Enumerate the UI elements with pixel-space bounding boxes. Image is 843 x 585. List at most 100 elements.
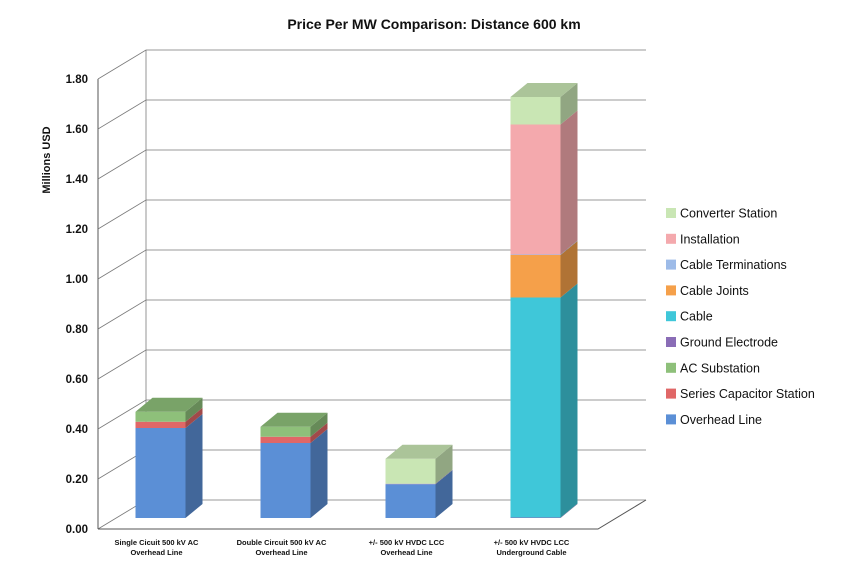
legend-swatch bbox=[666, 414, 676, 425]
bar-front-face bbox=[385, 458, 436, 484]
bar-side-face bbox=[560, 241, 578, 298]
y-tick-label: 1.80 bbox=[66, 74, 88, 86]
bar-front-face bbox=[260, 436, 311, 443]
bar-top-face bbox=[385, 444, 453, 459]
legend-label: Overhead Line bbox=[680, 413, 762, 427]
bar-segment bbox=[510, 241, 578, 298]
legend-label: Cable Terminations bbox=[680, 258, 787, 272]
y-tick-label: 0.60 bbox=[66, 374, 88, 386]
y-tick-label: 1.20 bbox=[66, 224, 88, 236]
bar-layer bbox=[135, 83, 578, 518]
y-tick-label: 1.40 bbox=[66, 174, 88, 186]
legend-label: Cable bbox=[680, 310, 713, 324]
gridline bbox=[97, 399, 646, 430]
legend-item: Converter Station bbox=[666, 207, 777, 221]
legend-label: Cable Joints bbox=[680, 284, 749, 298]
bar-segment bbox=[135, 397, 203, 422]
bar-front-face bbox=[135, 428, 186, 518]
bar-segment bbox=[135, 414, 203, 518]
legend-swatch bbox=[666, 208, 676, 218]
legend-item: Series Capacitor Station bbox=[666, 387, 815, 401]
bar-segment bbox=[510, 83, 578, 125]
bar-stack bbox=[385, 444, 453, 518]
floor-edge bbox=[98, 499, 647, 530]
bar-top-face bbox=[135, 397, 203, 412]
bar-side-face bbox=[560, 110, 578, 255]
bar-segment bbox=[135, 407, 203, 428]
x-tick-label: +/- 500 kV HVDC LCC Overhead Line bbox=[369, 538, 445, 557]
y-tick-labels: 0.00 0.20 0.40 0.60 0.80 1.00 1.20 1.40 1.60 1.80 bbox=[66, 74, 88, 536]
legend-item: Cable Joints bbox=[666, 284, 749, 298]
bar-front-face bbox=[260, 426, 311, 437]
gridline bbox=[97, 99, 646, 130]
gridline bbox=[97, 299, 646, 330]
bar-stack bbox=[135, 397, 203, 518]
legend: Converter Station Installation Cable Termi… bbox=[666, 207, 815, 427]
gridline bbox=[97, 249, 646, 280]
y-tick-label: 1.60 bbox=[66, 124, 88, 136]
y-tick-label: 0.40 bbox=[66, 424, 88, 436]
legend-label: Ground Electrode bbox=[680, 336, 778, 350]
legend-swatch bbox=[666, 388, 676, 399]
x-tick-label: +/- 500 kV HVDC LCC Underground Cable bbox=[494, 538, 570, 557]
legend-swatch bbox=[666, 337, 676, 347]
bar-stack bbox=[260, 412, 328, 518]
x-tick-label: Single Cicuit 500 kV AC Overhead Line bbox=[115, 538, 199, 557]
bar-side-face bbox=[310, 429, 328, 518]
y-tick-label: 0.20 bbox=[66, 474, 88, 486]
bar-segment bbox=[385, 444, 453, 484]
bar-front-face bbox=[510, 254, 561, 255]
bar-side-face bbox=[435, 469, 453, 485]
bar-segment bbox=[260, 422, 328, 443]
legend-item: Cable Terminations bbox=[666, 258, 787, 272]
legend-item: AC Substation bbox=[666, 361, 760, 375]
y-tick-label: 0.00 bbox=[66, 524, 88, 536]
bar-side-face bbox=[560, 83, 578, 125]
y-axis-label: Millions USD bbox=[41, 126, 53, 193]
bar-top-face bbox=[260, 412, 328, 427]
grid-layer bbox=[97, 49, 647, 530]
bar-top-face bbox=[510, 83, 578, 97]
bar-segment bbox=[260, 429, 328, 518]
bar-front-face bbox=[385, 483, 436, 485]
legend-swatch bbox=[666, 233, 676, 244]
bar-side-face bbox=[435, 444, 453, 484]
bar-stack bbox=[510, 83, 578, 518]
bar-side-face bbox=[185, 407, 203, 428]
bar-side-face bbox=[560, 503, 578, 518]
bar-front-face bbox=[135, 421, 186, 428]
gridline bbox=[97, 149, 646, 180]
legend-label: Installation bbox=[680, 232, 740, 246]
chart-title: Price Per MW Comparison: Distance 600 km bbox=[287, 16, 580, 32]
bar-segment bbox=[385, 469, 453, 485]
legend-swatch bbox=[666, 285, 676, 296]
bar-side-face bbox=[310, 422, 328, 443]
bar-front-face bbox=[510, 124, 561, 255]
legend-swatch bbox=[666, 311, 676, 322]
legend-item: Overhead Line bbox=[666, 413, 762, 427]
legend-item: Installation bbox=[666, 232, 740, 246]
bar-side-face bbox=[310, 412, 328, 437]
x-tick-labels: Single Cicuit 500 kV AC Overhead Line Doub… bbox=[115, 538, 570, 557]
bar-front-face bbox=[510, 255, 561, 298]
bar-segment bbox=[510, 240, 578, 255]
bar-front-face bbox=[510, 97, 561, 125]
gridline bbox=[97, 49, 646, 80]
bar-front-face bbox=[385, 484, 436, 518]
bar-segment bbox=[260, 412, 328, 437]
bar-front-face bbox=[260, 443, 311, 518]
bar-side-face bbox=[560, 283, 578, 518]
bar-front-face bbox=[135, 411, 186, 422]
bar-front-face bbox=[510, 297, 561, 518]
legend-swatch bbox=[666, 362, 676, 373]
bar-side-face bbox=[185, 414, 203, 518]
x-tick-label: Double Circuit 500 kV AC Overhead Line bbox=[237, 538, 327, 557]
bar-side-face bbox=[435, 470, 453, 518]
bar-segment bbox=[510, 503, 578, 518]
y-tick-label: 0.80 bbox=[66, 324, 88, 336]
y-tick-label: 1.00 bbox=[66, 274, 88, 286]
legend-label: Series Capacitor Station bbox=[680, 387, 815, 401]
bar-front-face bbox=[510, 517, 561, 518]
legend-label: Converter Station bbox=[680, 207, 777, 221]
